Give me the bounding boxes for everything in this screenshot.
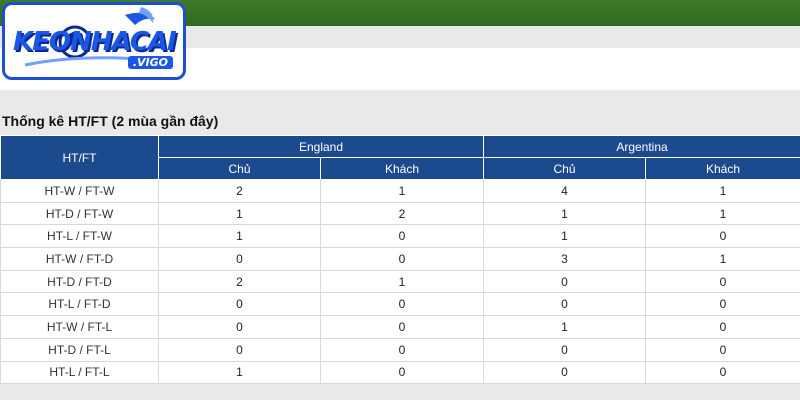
table-cell: 1	[158, 201, 321, 226]
table-cell: 1	[645, 247, 800, 271]
table-cell: 2	[158, 179, 321, 203]
htft-stats-table: HT/FT England Argentina Chủ Khách Chủ Kh…	[0, 135, 800, 385]
team-header-england: England	[157, 135, 485, 158]
row-label: HT-L / FT-W	[0, 224, 159, 249]
table-cell: 0	[645, 269, 800, 294]
table-row: HT-D / FT-L 0 0 0 0	[0, 337, 800, 362]
table-row: HT-L / FT-L 1 0 0 0	[0, 360, 800, 385]
table-row: HT-W / FT-D 0 0 3 1	[0, 247, 800, 271]
table-cell: 0	[319, 292, 485, 317]
top-gray-band	[0, 26, 800, 48]
table-cell: 0	[483, 337, 647, 362]
row-label: HT-D / FT-L	[0, 337, 159, 362]
table-cell: 1	[645, 201, 800, 226]
table-row: HT-D / FT-D 2 1 0 0	[0, 269, 800, 294]
row-label: HT-W / FT-W	[0, 179, 159, 203]
table-cell: 2	[158, 269, 321, 294]
table-cell: 0	[158, 292, 321, 317]
row-label: HT-L / FT-D	[0, 292, 159, 317]
table-cell: 0	[483, 269, 647, 294]
table-cell: 0	[645, 292, 800, 317]
table-row: HT-W / FT-W 2 1 4 1	[0, 179, 800, 203]
team-header-argentina: Argentina	[483, 135, 800, 158]
table-cell: 1	[483, 224, 647, 249]
table-row: HT-L / FT-W 1 0 1 0	[0, 224, 800, 249]
table-cell: 0	[158, 315, 321, 339]
table-cell: 1	[158, 224, 321, 249]
site-logo[interactable]: KEONHACAI .VIGO	[2, 2, 186, 80]
table-cell: 0	[483, 292, 647, 317]
subheader-home: Chủ	[483, 157, 647, 180]
table-cell: 0	[319, 224, 485, 249]
table-cell: 1	[319, 179, 485, 203]
table-cell: 1	[158, 360, 321, 385]
logo-subtext: .VIGO	[127, 56, 173, 69]
table-cell: 0	[319, 315, 485, 339]
gray-separator-band	[0, 90, 800, 108]
table-cell: 1	[319, 269, 485, 294]
row-label: HT-W / FT-D	[0, 247, 159, 271]
table-cell: 0	[319, 337, 485, 362]
logo-text: KEONHACAI	[13, 27, 177, 57]
table-cell: 1	[645, 179, 800, 203]
table-cell: 0	[645, 315, 800, 339]
table-row: HT-W / FT-L 0 0 1 0	[0, 315, 800, 339]
row-header: HT/FT	[0, 135, 159, 180]
table-cell: 0	[158, 247, 321, 271]
subheader-home: Chủ	[158, 157, 321, 180]
row-label: HT-D / FT-D	[0, 269, 159, 294]
table-cell: 4	[483, 179, 647, 203]
subheader-away: Khách	[319, 157, 485, 180]
table-cell: 0	[645, 360, 800, 385]
table-cell: 0	[319, 247, 485, 271]
table-cell: 0	[645, 337, 800, 362]
row-label: HT-D / FT-W	[0, 201, 159, 226]
table-cell: 1	[483, 315, 647, 339]
table-row: HT-L / FT-D 0 0 0 0	[0, 292, 800, 317]
table-cell: 3	[483, 247, 647, 271]
table-cell: 0	[319, 360, 485, 385]
subheader-away: Khách	[645, 157, 800, 180]
table-cell: 1	[483, 201, 647, 226]
row-label: HT-W / FT-L	[0, 315, 159, 339]
table-cell: 0	[483, 360, 647, 385]
row-label: HT-L / FT-L	[0, 360, 159, 385]
table-cell: 2	[319, 201, 485, 226]
table-cell: 0	[645, 224, 800, 249]
table-row: HT-D / FT-W 1 2 1 1	[0, 201, 800, 226]
section-title: Thống kê HT/FT (2 mùa gần đây)	[0, 108, 800, 134]
table-cell: 0	[158, 337, 321, 362]
